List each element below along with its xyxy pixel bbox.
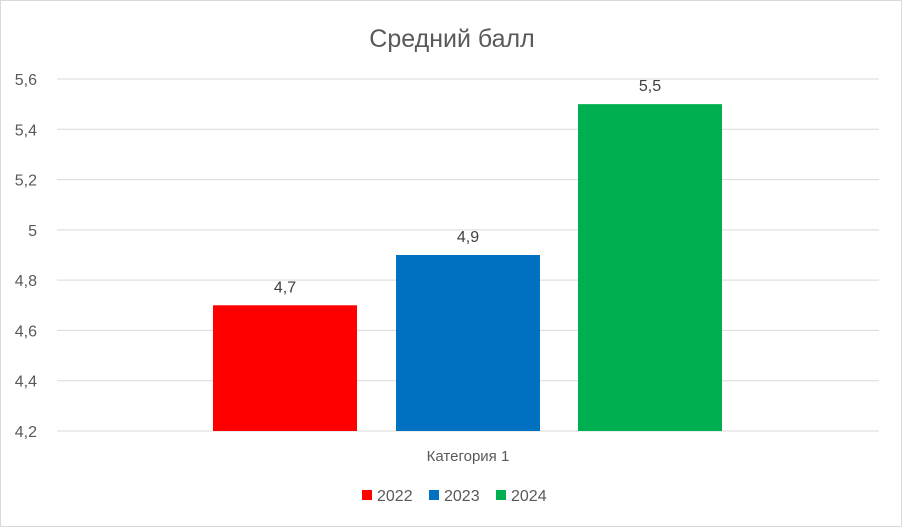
bars [213,104,722,432]
data-label-2024: 5,5 [639,78,661,95]
y-tick-label: 4,6 [15,323,37,340]
legend-swatch-2024 [496,490,506,500]
bar-2022 [213,305,357,431]
y-tick-label: 4,2 [15,424,37,441]
y-tick-label: 5,2 [15,173,37,190]
legend-label-2023: 2023 [444,488,480,505]
legend-swatch-2023 [429,490,439,500]
legend-label-2022: 2022 [377,488,413,505]
legend: 2022 2023 2024 [362,488,547,505]
y-axis-ticks: 4,2 4,4 4,6 4,8 5 5,2 5,4 5,6 [15,72,37,441]
bar-2023 [396,255,540,431]
y-tick-label: 4,8 [15,273,37,290]
data-label-2022: 4,7 [274,279,296,296]
chart-title: Средний балл [369,25,534,53]
bar-2024 [578,104,722,432]
y-tick-label: 5 [28,223,37,240]
x-category-label: Категория 1 [427,448,510,465]
data-labels: 4,7 4,9 5,5 [274,78,661,296]
legend-label-2024: 2024 [511,488,547,505]
data-label-2023: 4,9 [457,229,479,246]
y-tick-label: 5,4 [15,122,37,139]
legend-swatch-2022 [362,490,372,500]
y-tick-label: 4,4 [15,374,37,391]
y-tick-label: 5,6 [15,72,37,89]
